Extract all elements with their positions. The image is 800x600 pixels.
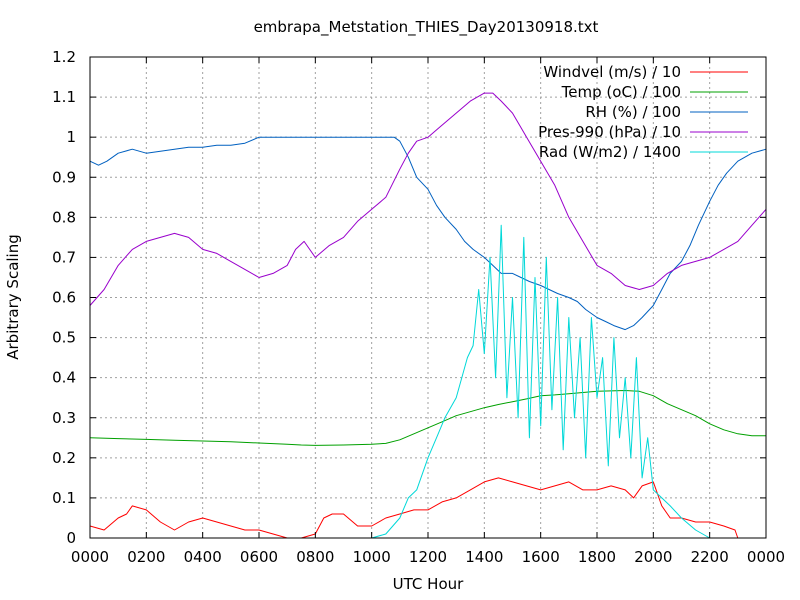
- y-tick-label: 0.9: [52, 168, 76, 186]
- y-tick-label: 0.7: [52, 248, 76, 266]
- x-tick-label: 1200: [409, 548, 447, 566]
- legend-label: Rad (W/m2) / 1400: [539, 143, 681, 161]
- x-tick-label: 2000: [634, 548, 672, 566]
- y-tick-label: 0.8: [52, 208, 76, 226]
- x-tick-label: 1400: [465, 548, 503, 566]
- series-layer: [89, 92, 767, 539]
- x-tick-label: 0000: [71, 548, 109, 566]
- y-tick-label: 1: [66, 128, 76, 146]
- legend-label: Temp (oC) / 100: [561, 83, 681, 101]
- y-tick-label: 0.3: [52, 409, 76, 427]
- legend-label: Pres-990 (hPa) / 10: [538, 123, 681, 141]
- y-tick-label: 1.2: [52, 48, 76, 66]
- x-tick-label: 0600: [240, 548, 278, 566]
- x-tick-label: 0000: [747, 548, 785, 566]
- legend-label: RH (%) / 100: [585, 103, 681, 121]
- x-tick-label: 0800: [296, 548, 334, 566]
- x-tick-label: 1800: [578, 548, 616, 566]
- y-tick-label: 0.6: [52, 289, 76, 307]
- x-tick-label: 1600: [522, 548, 560, 566]
- series-line-2: [89, 136, 767, 331]
- y-tick-label: 0: [66, 529, 76, 547]
- y-tick-label: 0.1: [52, 489, 76, 507]
- series-line-4: [90, 224, 766, 539]
- legend: Windvel (m/s) / 10 Temp (oC) / 100 RH (%) …: [538, 63, 748, 161]
- y-tick-label: 1.1: [52, 88, 76, 106]
- x-axis-label: UTC Hour: [393, 575, 464, 593]
- x-tick-label: 0200: [127, 548, 165, 566]
- y-tick-label: 0.4: [52, 369, 76, 387]
- y-tick-label: 0.2: [52, 449, 76, 467]
- legend-label: Windvel (m/s) / 10: [543, 63, 681, 81]
- chart-title: embrapa_Metstation_THIES_Day20130918.txt: [254, 18, 599, 37]
- x-tick-label: 2200: [691, 548, 729, 566]
- x-tick-label: 1000: [353, 548, 391, 566]
- y-axis-label: Arbitrary Scaling: [4, 234, 22, 360]
- x-tick-labels: 0000 0200 0400 0600 0800 1000 1200 1400 1600 1800…: [71, 548, 785, 566]
- axis-ticks: [89, 56, 767, 539]
- y-tick-labels: 0 0.1 0.2 0.3 0.4 0.5 0.6 0.7 0.8 0.9 1 1.1 1.2: [52, 48, 76, 547]
- series-line-1: [89, 390, 766, 446]
- x-tick-label: 0400: [184, 548, 222, 566]
- y-tick-label: 0.5: [52, 329, 76, 347]
- series-line-0: [89, 477, 766, 539]
- series-line-3: [89, 92, 767, 306]
